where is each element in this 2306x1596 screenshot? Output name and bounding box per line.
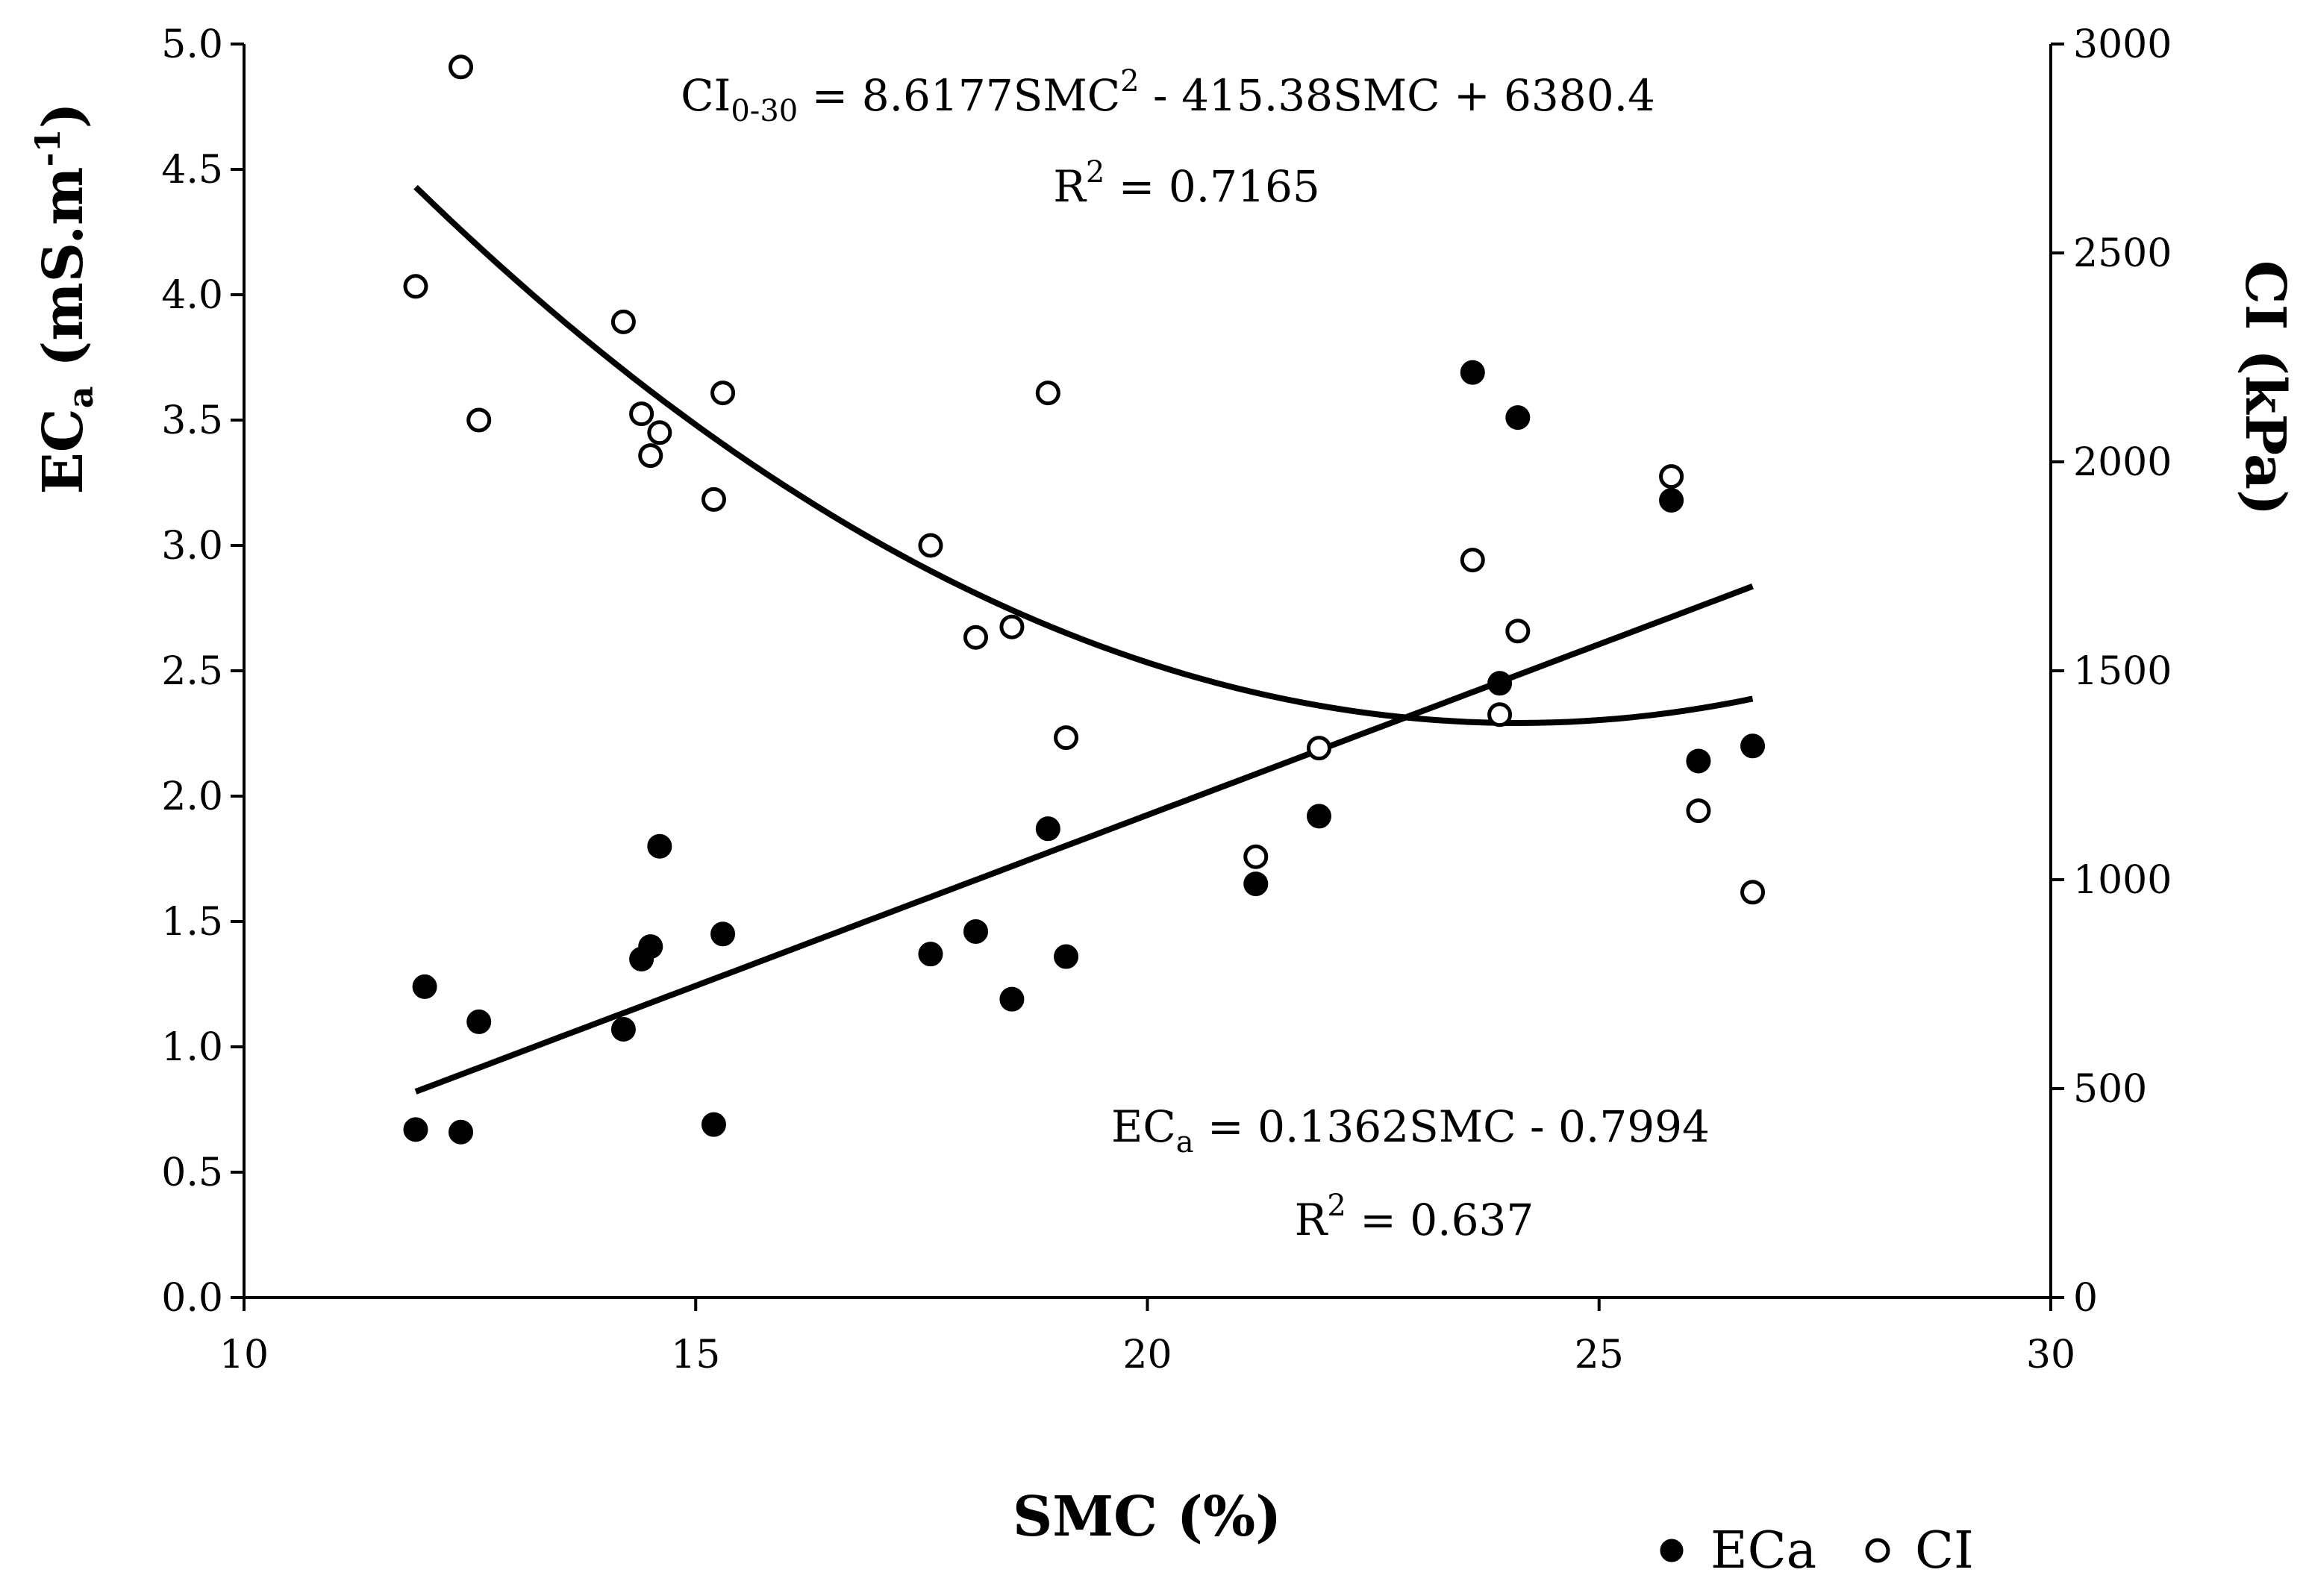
trendlines	[413, 184, 1754, 1095]
eca-trend-r2: R2 = 0.637	[1295, 1189, 1534, 1245]
y-left-tick-label: 0.5	[161, 1151, 223, 1195]
ci-trend-equation: CI0-30 = 8.6177SMC2 - 415.38SMC + 6380.4	[681, 64, 1655, 128]
ci-point	[710, 381, 736, 406]
ci-point	[1740, 880, 1766, 905]
eca-trend-equation: ECa = 0.1362SMC - 0.7994	[1111, 1101, 1710, 1160]
eca-point	[1659, 488, 1684, 513]
ci-trend-r2: R2 = 0.7165	[1053, 155, 1320, 212]
y-left-tick-label: 5.0	[161, 22, 223, 67]
ci-point	[1659, 464, 1684, 489]
y-left-tick-label: 2.5	[161, 649, 223, 694]
y-right-tick-label: 2500	[2073, 231, 2172, 276]
ci-point	[610, 309, 636, 334]
tick-marks	[231, 43, 2064, 1311]
ci-point	[647, 420, 672, 445]
x-tick-label: 30	[2026, 1333, 2075, 1377]
ci-point	[449, 54, 474, 80]
y-left-axis-title: ECa (mS.m-1)	[28, 102, 101, 494]
y-right-axis-title: CI (kPa)	[2233, 260, 2297, 516]
ci-point	[1243, 844, 1269, 869]
ci-point	[1505, 619, 1531, 644]
eca-point	[963, 919, 989, 944]
eca-point	[1054, 944, 1079, 969]
y-left-tick-label: 4.0	[161, 273, 223, 318]
eca-point	[610, 1016, 636, 1042]
legend: ECa CI	[1660, 1521, 1974, 1580]
x-axis-title: SMC (%)	[1013, 1485, 1281, 1549]
eca-point	[1035, 816, 1060, 842]
y-right-tick-label: 3000	[2073, 22, 2172, 67]
x-tick-label: 25	[1575, 1333, 1624, 1377]
eca-point	[918, 942, 943, 967]
x-tick-label: 15	[671, 1333, 720, 1377]
ci-point	[1686, 798, 1711, 824]
eca-point	[1460, 360, 1485, 385]
eca-point	[449, 1119, 474, 1145]
eca-point	[1686, 748, 1711, 774]
ci-point	[638, 443, 663, 469]
y-right-tick-label: 0	[2073, 1276, 2098, 1321]
y-left-tick-label: 4.5	[161, 148, 223, 193]
eca-point	[701, 1112, 726, 1137]
ci-point	[918, 533, 943, 558]
legend-eca-label: ECa	[1710, 1521, 1816, 1580]
eca-point	[466, 1009, 492, 1034]
data-points	[403, 54, 1766, 1145]
legend-eca-marker	[1660, 1539, 1684, 1562]
eca-point	[412, 974, 437, 999]
y-left-tick-label: 2.0	[161, 774, 223, 819]
y-right-tick-label: 1500	[2073, 649, 2172, 694]
ci-point	[1306, 736, 1331, 761]
ci-point	[403, 274, 428, 299]
ci-point	[999, 614, 1025, 639]
eca-point	[638, 934, 663, 960]
y-right-tick-label: 1000	[2073, 858, 2172, 903]
ci-point	[963, 625, 989, 650]
ci-point	[629, 401, 654, 427]
ci-point	[1054, 725, 1079, 751]
y-left-tick-label: 1.5	[161, 900, 223, 945]
eca-point	[999, 986, 1025, 1012]
y-right-tick-label: 2000	[2073, 440, 2172, 485]
y-left-tick-label: 0.0	[161, 1276, 223, 1321]
legend-ci-marker	[1865, 1538, 1890, 1563]
y-left-tick-label: 3.0	[161, 524, 223, 569]
ci-point	[1460, 548, 1485, 573]
eca-point	[1243, 871, 1269, 897]
eca-point	[403, 1117, 428, 1142]
x-tick-label: 20	[1122, 1333, 1172, 1377]
y-left-tick-label: 3.5	[161, 398, 223, 443]
eca-point	[647, 833, 672, 859]
tick-labels: 10 15 20 25 30 0.0 0.5 1.0 1.5 2.0 2.5 3.0 3.5 4.0 4.5…	[161, 22, 2172, 1377]
eca-point	[1740, 733, 1766, 759]
ci-point	[1487, 702, 1513, 727]
legend-ci-label: CI	[1915, 1521, 1974, 1580]
eca-point	[710, 921, 736, 947]
ci-point	[701, 486, 726, 512]
y-left-tick-label: 1.0	[161, 1025, 223, 1070]
ci-trendline	[413, 184, 1754, 727]
y-right-tick-label: 500	[2073, 1067, 2147, 1112]
eca-point	[1505, 405, 1531, 431]
eca-trendline	[414, 583, 1754, 1095]
x-tick-label: 10	[219, 1333, 269, 1377]
eca-point	[1487, 671, 1513, 696]
ci-point	[466, 407, 492, 433]
ci-point	[1035, 381, 1060, 406]
eca-point	[1306, 804, 1331, 829]
